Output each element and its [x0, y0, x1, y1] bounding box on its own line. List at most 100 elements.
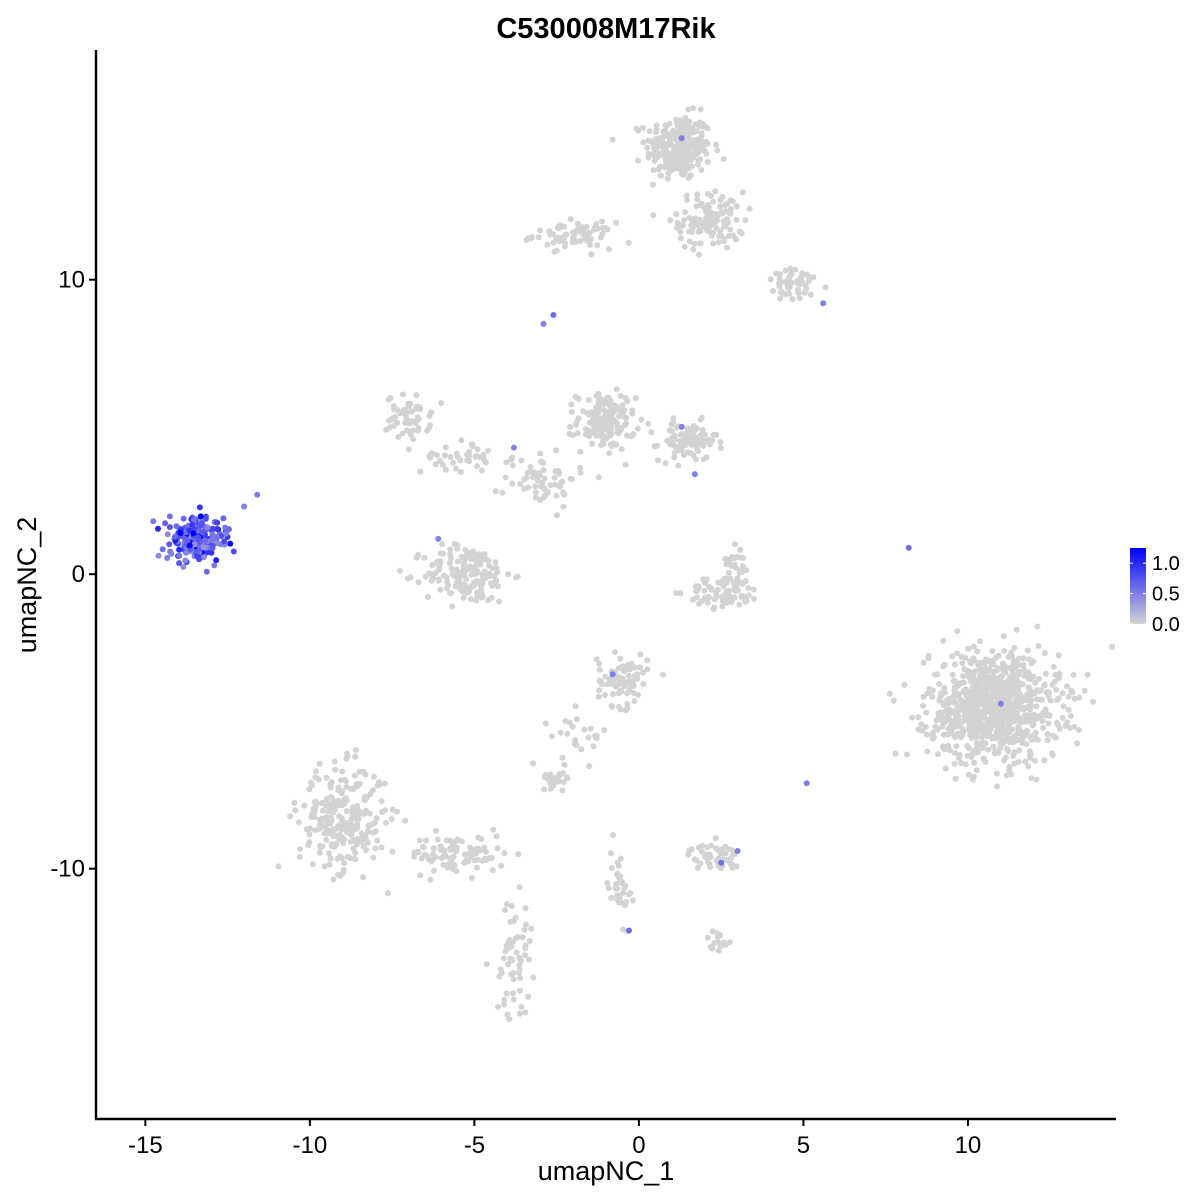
- cell-point: [971, 759, 978, 766]
- expressing-cell-point: [550, 312, 557, 318]
- cell-point: [1044, 731, 1051, 738]
- cell-point: [707, 209, 714, 215]
- cell-point: [713, 845, 720, 852]
- cell-point: [435, 577, 442, 584]
- cell-point: [685, 174, 692, 181]
- cell-point: [1032, 729, 1039, 736]
- cell-point: [516, 954, 523, 961]
- cell-point: [783, 291, 790, 298]
- cell-point: [698, 200, 705, 207]
- cell-point: [619, 663, 626, 670]
- cell-point: [347, 819, 354, 826]
- cell-point: [453, 844, 460, 851]
- cell-point: [608, 850, 614, 857]
- cell-point: [597, 678, 604, 685]
- cell-point: [364, 839, 371, 846]
- cell-point: [692, 121, 699, 128]
- cell-point: [673, 211, 680, 218]
- cell-point: [958, 734, 964, 740]
- cell-point: [572, 736, 579, 743]
- x-tick-label: -10: [293, 1132, 328, 1159]
- cell-point: [416, 837, 423, 844]
- cell-point: [1056, 725, 1063, 732]
- cell-point: [351, 772, 358, 779]
- cell-point: [941, 661, 948, 668]
- cell-point: [338, 777, 345, 784]
- cell-point: [949, 671, 956, 678]
- cell-point: [551, 248, 558, 255]
- cell-point: [953, 743, 960, 750]
- cell-point: [994, 685, 1001, 692]
- cell-point: [594, 431, 601, 438]
- cell-point: [586, 229, 593, 236]
- cell-point: [727, 226, 734, 233]
- cell-point: [696, 844, 702, 851]
- expressing-cell-point: [176, 560, 183, 567]
- cell-point: [389, 848, 396, 855]
- cell-point: [327, 784, 334, 791]
- cell-point: [650, 167, 657, 173]
- cell-point: [413, 554, 420, 561]
- cell-point: [432, 854, 439, 861]
- cell-point: [699, 427, 706, 433]
- cell-point: [389, 806, 396, 813]
- cell-point: [661, 164, 668, 171]
- cell-point: [967, 660, 974, 667]
- cell-point: [940, 745, 947, 752]
- cell-point: [431, 845, 438, 852]
- cell-point: [363, 847, 370, 854]
- cell-point: [532, 494, 539, 501]
- cell-point: [590, 416, 597, 422]
- cell-point: [513, 949, 520, 956]
- cell-point: [320, 799, 327, 806]
- cell-point: [426, 422, 433, 429]
- cell-point: [319, 807, 326, 814]
- cell-point: [981, 712, 988, 719]
- cell-point: [935, 751, 941, 758]
- cell-point: [986, 665, 993, 672]
- cell-point: [495, 583, 501, 590]
- cell-point: [939, 723, 946, 730]
- cell-point: [556, 470, 563, 477]
- cell-point: [519, 934, 526, 941]
- cell-point: [322, 824, 329, 831]
- cell-point: [316, 849, 323, 856]
- cell-point: [615, 690, 622, 697]
- expressing-cell-point: [191, 541, 198, 548]
- cell-point: [559, 787, 566, 794]
- cell-point: [577, 464, 584, 471]
- cell-point: [657, 172, 664, 179]
- cell-point: [946, 747, 953, 754]
- points-layer: [150, 105, 1116, 1023]
- cell-point: [708, 193, 714, 199]
- cell-point: [782, 267, 789, 274]
- cell-point: [802, 282, 809, 289]
- cell-point: [629, 407, 636, 414]
- cell-point: [709, 945, 716, 952]
- cell-point: [710, 198, 717, 205]
- cell-point: [454, 575, 461, 582]
- cell-point: [1028, 660, 1035, 667]
- cell-point: [586, 427, 593, 434]
- cell-point: [776, 283, 783, 290]
- expressing-cell-point: [155, 525, 161, 532]
- cell-point: [590, 743, 597, 750]
- cell-point: [522, 905, 529, 912]
- cell-point: [317, 842, 324, 849]
- expressing-cell-point: [691, 471, 698, 478]
- cell-point: [478, 836, 485, 842]
- cell-point: [607, 441, 614, 448]
- cell-point: [485, 447, 492, 454]
- cell-point: [355, 816, 362, 823]
- cell-point: [677, 438, 684, 444]
- cell-point: [776, 275, 783, 282]
- cell-point: [559, 770, 566, 777]
- cell-point: [1037, 696, 1044, 703]
- cell-point: [330, 876, 337, 883]
- cell-point: [585, 734, 592, 741]
- cell-point: [1002, 664, 1009, 671]
- cell-point: [512, 914, 519, 921]
- cell-point: [405, 446, 412, 453]
- cell-point: [510, 990, 517, 997]
- cell-point: [685, 106, 692, 113]
